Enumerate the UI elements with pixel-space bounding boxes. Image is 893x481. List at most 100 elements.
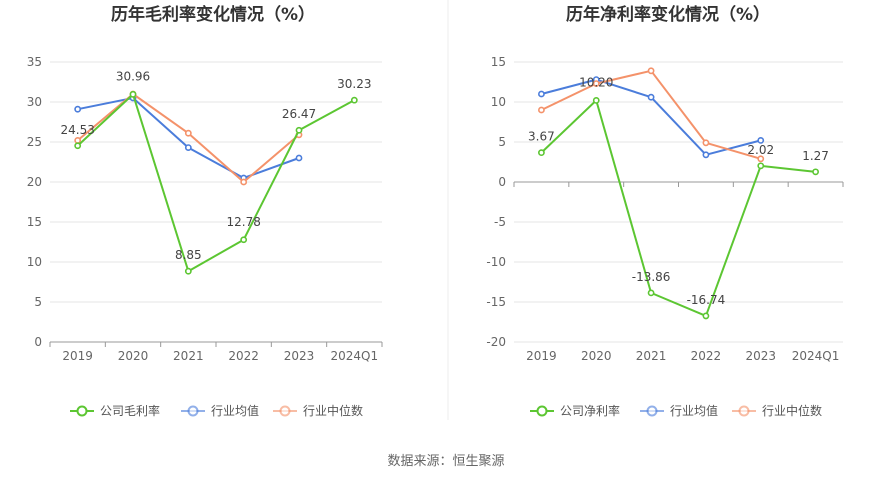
y-tick-label: 25 (27, 135, 42, 149)
data-label: -13.86 (632, 270, 671, 284)
data-label: -16.74 (687, 293, 726, 307)
y-tick-label: 30 (27, 95, 42, 109)
legend[interactable]: 公司毛利率 行业均值 行业中位数 (70, 403, 363, 418)
data-label: 12.78 (226, 215, 260, 229)
y-tick-label: 0 (34, 335, 42, 349)
y-tick-label: 15 (27, 215, 42, 229)
axes: -20 -15 -10 -5 0 5 10 15 2019 2020 2021 2022 2023 202… (486, 55, 844, 363)
y-tick-label: -5 (494, 215, 506, 229)
data-label: 8.85 (175, 248, 202, 262)
data-point[interactable] (74, 105, 82, 113)
y-tick-label: -20 (486, 335, 506, 349)
y-tick-label: 15 (491, 55, 506, 69)
data-point[interactable] (702, 139, 710, 147)
x-tick-label: 2022 (228, 349, 259, 363)
x-tick-label: 2020 (118, 349, 149, 363)
y-tick-label: -15 (486, 295, 506, 309)
data-point[interactable] (184, 267, 192, 275)
grid (514, 61, 843, 343)
legend-item[interactable]: 行业均值 (181, 403, 259, 418)
data-point[interactable] (74, 136, 82, 144)
legend-swatch-marker (536, 405, 548, 417)
series-line (541, 78, 762, 156)
legend-label: 行业均值 (211, 403, 259, 418)
data-point[interactable] (240, 236, 248, 244)
axes: 0 5 10 15 20 25 30 35 2019 2020 2021 2022 2023 2024Q1 (27, 55, 383, 363)
series-line (77, 97, 300, 179)
data-point[interactable] (350, 96, 358, 104)
legend-swatch-marker (646, 405, 658, 417)
data-label: 1.27 (802, 149, 829, 163)
legend-swatch-marker (279, 405, 291, 417)
y-tick-label: -10 (486, 255, 506, 269)
data-label: 30.96 (116, 69, 150, 83)
legend-label: 行业中位数 (303, 403, 363, 418)
data-labels: 3.67 10.20 -13.86 -16.74 2.02 1.27 (528, 75, 829, 307)
x-tick-label: 2019 (62, 349, 93, 363)
series-line (540, 69, 762, 160)
legend-label: 行业中位数 (762, 403, 822, 418)
legend-label: 公司毛利率 (100, 403, 160, 418)
x-tick-label: 2023 (745, 349, 776, 363)
series-line (540, 99, 816, 317)
data-point[interactable] (538, 149, 545, 157)
data-point[interactable] (74, 142, 82, 150)
data-point[interactable] (538, 106, 545, 114)
legend-swatch-marker (187, 405, 199, 417)
data-point[interactable] (757, 162, 765, 170)
legend[interactable]: 公司净利率 行业均值 行业中位数 (530, 403, 822, 418)
data-point[interactable] (184, 129, 192, 137)
y-tick-label: 35 (27, 55, 42, 69)
data-point[interactable] (295, 154, 303, 162)
x-tick-label: 2024Q1 (792, 349, 840, 363)
data-point[interactable] (538, 90, 545, 98)
data-point[interactable] (592, 80, 600, 87)
data-point[interactable] (129, 90, 137, 98)
data-point[interactable] (757, 155, 765, 163)
x-tick-label: 2024Q1 (331, 349, 379, 363)
series-layer (538, 67, 819, 320)
legend-item[interactable]: 公司毛利率 (70, 403, 160, 418)
legend-swatch-marker (738, 405, 750, 417)
legend-item[interactable]: 行业中位数 (732, 403, 822, 418)
x-tick-label: 2019 (526, 349, 557, 363)
net-margin-chart: 历年净利率变化情况（%） -20 -15 -10 -5 0 5 10 15 2019 2020 20… (486, 4, 844, 418)
data-label: 26.47 (282, 107, 316, 121)
data-point[interactable] (647, 93, 655, 101)
legend-item[interactable]: 行业均值 (640, 403, 718, 418)
data-label: 3.67 (528, 130, 555, 144)
data-point[interactable] (295, 126, 303, 134)
x-tick-label: 2022 (691, 349, 722, 363)
data-source: 数据来源：恒生聚源 (387, 454, 504, 469)
data-label: 10.20 (579, 75, 613, 89)
data-label: 30.23 (337, 77, 371, 91)
data-point[interactable] (592, 97, 600, 104)
data-point[interactable] (647, 67, 655, 75)
legend-item[interactable]: 行业中位数 (273, 403, 363, 418)
data-label: 24.53 (60, 123, 94, 137)
data-point[interactable] (647, 289, 655, 297)
legend-item[interactable]: 公司净利率 (530, 403, 620, 418)
y-tick-label: 0 (498, 175, 506, 189)
chart-title: 历年毛利率变化情况（%） (111, 4, 315, 25)
data-point[interactable] (240, 178, 248, 186)
x-tick-label: 2023 (284, 349, 315, 363)
series-layer (74, 90, 358, 275)
y-tick-label: 20 (27, 175, 42, 189)
data-label: 2.02 (747, 143, 774, 157)
chart-title: 历年净利率变化情况（%） (566, 4, 770, 25)
x-tick-label: 2021 (173, 349, 204, 363)
legend-swatch-marker (76, 405, 88, 417)
data-point[interactable] (702, 312, 710, 320)
data-point[interactable] (757, 136, 765, 144)
legend-label: 行业均值 (670, 403, 718, 418)
gross-margin-chart: 历年毛利率变化情况（%） 0 5 10 15 20 25 30 35 2019 2020 2021 2… (27, 4, 383, 418)
data-point[interactable] (184, 144, 192, 151)
data-labels: 24.53 30.96 8.85 12.78 26.47 30.23 (60, 69, 371, 262)
series-line (77, 93, 300, 183)
data-point[interactable] (702, 151, 710, 159)
data-point[interactable] (812, 168, 819, 176)
x-tick-label: 2020 (581, 349, 612, 363)
y-tick-label: 5 (498, 135, 506, 149)
